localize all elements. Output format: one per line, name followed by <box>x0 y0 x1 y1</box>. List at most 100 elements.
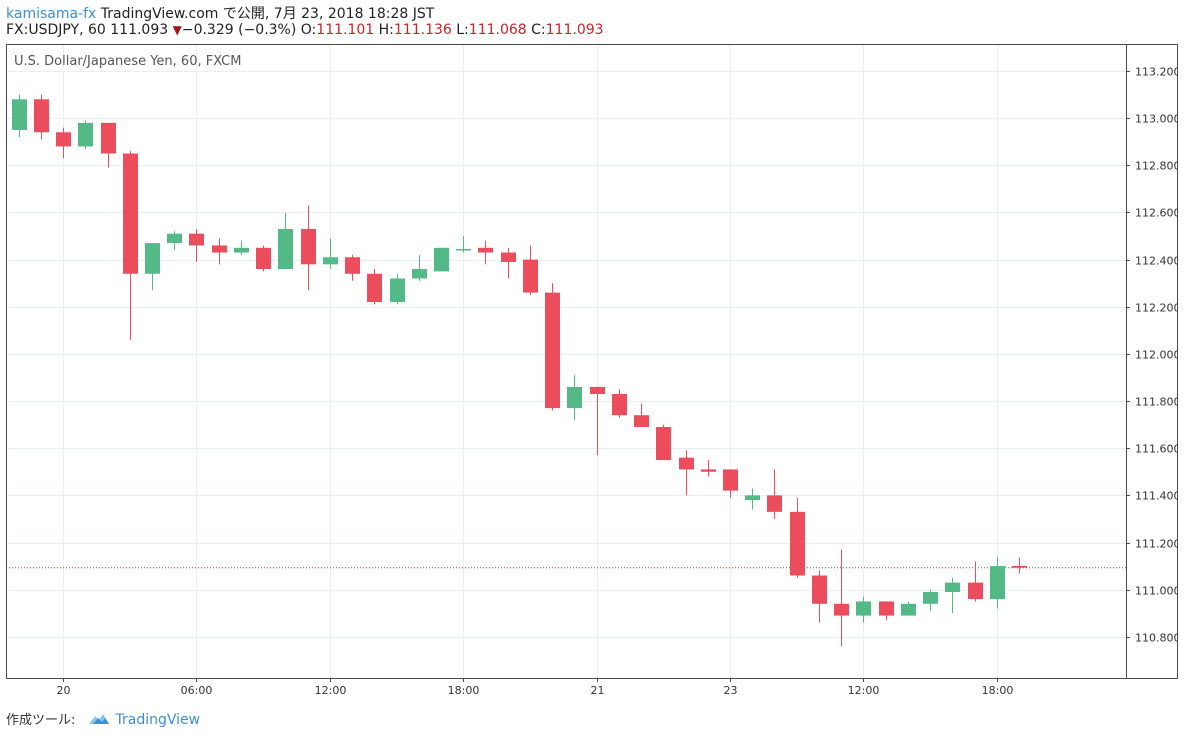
candle <box>990 556 1005 609</box>
candle-body <box>723 469 738 491</box>
candle-body <box>567 386 582 409</box>
candle <box>567 375 582 420</box>
candle-body <box>145 243 160 274</box>
candle-body <box>612 393 627 416</box>
grid-layer <box>6 44 1126 678</box>
tradingview-cloud-icon <box>88 712 110 729</box>
candle <box>256 245 271 272</box>
x-tick-label: 20 <box>57 684 71 697</box>
y-tick-label: 111.600 <box>1135 443 1178 456</box>
publish-text: TradingView.com で公開, 7月 23, 2018 18:28 J… <box>100 6 435 22</box>
candle <box>656 424 671 460</box>
candle-body <box>923 592 938 604</box>
candlestick-chart[interactable]: 113.200 113.000 112.800 112.600 112.400 112.2… <box>6 44 1181 701</box>
y-tick-label: 111.000 <box>1135 585 1178 598</box>
candle <box>767 469 782 519</box>
y-tick-label: 111.400 <box>1135 490 1178 503</box>
open-value: 111.101 <box>316 22 375 38</box>
low-value: 111.068 <box>468 22 527 38</box>
candle-layer <box>12 94 1027 647</box>
candle <box>478 240 493 265</box>
candle-body <box>434 247 449 272</box>
candle <box>34 94 49 140</box>
candle-body <box>679 457 694 470</box>
y-tick-label: 111.200 <box>1135 538 1178 551</box>
candle <box>834 549 849 647</box>
candle-body <box>390 278 405 303</box>
candle <box>501 247 516 279</box>
down-arrow-icon: ▼ <box>172 23 182 37</box>
chart-title: U.S. Dollar/Japanese Yen, 60, FXCM <box>14 54 241 69</box>
candle-body <box>234 247 249 253</box>
candle <box>945 577 960 614</box>
candle-body <box>456 248 471 251</box>
candle <box>590 386 605 456</box>
candle <box>634 403 649 427</box>
candle-body <box>1012 565 1027 568</box>
candle-body <box>879 601 894 616</box>
candle-body <box>123 153 138 274</box>
candle <box>301 205 316 291</box>
y-tick-label: 112.600 <box>1135 207 1178 220</box>
candle-body <box>656 426 671 460</box>
candle <box>167 231 182 251</box>
candle-body <box>945 582 960 593</box>
candle <box>412 254 427 281</box>
candle <box>968 561 983 602</box>
candle-body <box>523 259 538 293</box>
candle-body <box>278 228 293 270</box>
y-tick-label: 112.200 <box>1135 302 1178 315</box>
candle <box>745 488 760 510</box>
footer: 作成ツール: TradingView <box>6 709 200 729</box>
candle <box>790 497 805 578</box>
candle <box>12 94 27 138</box>
candle-body <box>367 273 382 303</box>
close-value: 111.093 <box>545 22 604 38</box>
candle-body <box>745 495 760 501</box>
candle-body <box>78 122 93 147</box>
candle-body <box>834 603 849 616</box>
candle <box>456 236 471 253</box>
candle <box>101 122 116 168</box>
candle <box>523 245 538 295</box>
x-tick-label: 06:00 <box>181 684 213 697</box>
candle-body <box>701 469 716 472</box>
tradingview-brand-link[interactable]: TradingView <box>115 712 201 728</box>
symbol-text: FX:USDJPY, 60 111.093 <box>6 22 169 38</box>
candle <box>923 589 938 611</box>
axis-layer: 113.200 113.000 112.800 112.600 112.400 112.2… <box>6 44 1181 697</box>
y-tick-label: 112.800 <box>1135 160 1178 173</box>
candle <box>434 247 449 272</box>
high-label: H: <box>378 22 394 38</box>
candle-body <box>56 132 71 147</box>
author-link[interactable]: kamisama-fx <box>6 6 97 22</box>
candle <box>723 469 738 498</box>
chart-frame <box>6 44 1178 679</box>
candle-body <box>856 601 871 616</box>
x-tick-label: 12:00 <box>315 684 347 697</box>
candle-body <box>990 566 1005 600</box>
candle <box>189 228 204 262</box>
candle-body <box>968 582 983 600</box>
candle <box>56 127 71 159</box>
candle <box>234 240 249 255</box>
candle <box>612 389 627 418</box>
candle <box>145 243 160 291</box>
x-tick-label: 18:00 <box>982 684 1014 697</box>
close-label: C: <box>531 22 546 38</box>
x-tick-label: 21 <box>591 684 605 697</box>
candle <box>901 601 916 616</box>
y-tick-label: 110.800 <box>1135 632 1178 645</box>
open-label: O: <box>300 22 317 38</box>
candle <box>78 120 93 149</box>
chart-container[interactable]: 113.200 113.000 112.800 112.600 112.400 112.2… <box>6 44 1181 705</box>
candle-body <box>634 415 649 427</box>
candle <box>212 238 227 265</box>
symbol-info-line: FX:USDJPY, 60 111.093 ▼−0.329 (−0.3%) O:… <box>6 22 604 38</box>
y-tick-label: 113.000 <box>1135 113 1178 126</box>
candle-body <box>189 233 204 246</box>
candle <box>123 151 138 340</box>
candle-body <box>812 575 827 604</box>
x-tick-label: 23 <box>724 684 738 697</box>
candle <box>701 459 716 477</box>
